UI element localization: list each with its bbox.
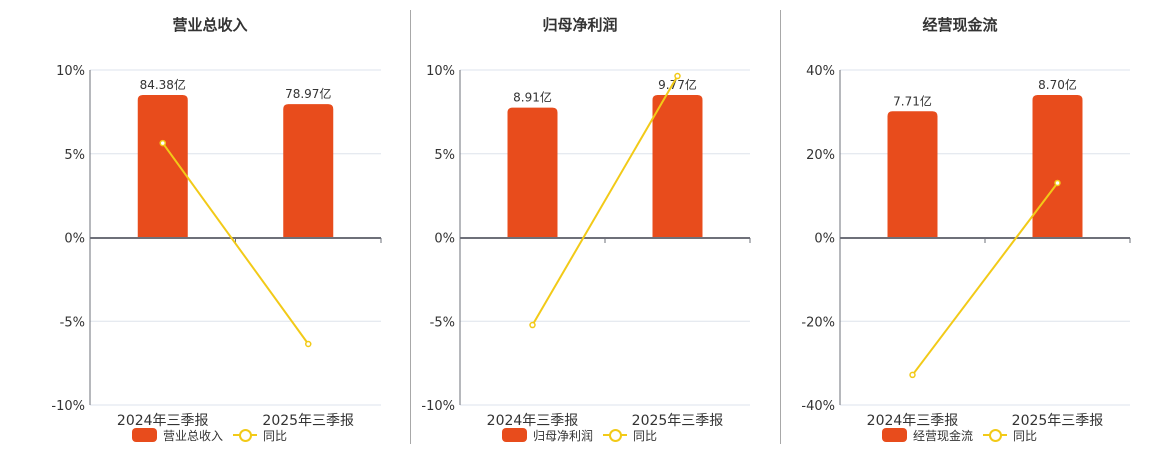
yoy-line (531, 75, 679, 326)
chart-title: 经营现金流 (922, 16, 998, 34)
panel-divider (780, 10, 781, 444)
bar-value-label: 7.71亿 (893, 93, 932, 108)
y-tick-label: 20% (806, 148, 835, 163)
yoy-line (161, 142, 310, 345)
yoy-point[interactable] (305, 340, 312, 348)
legend-bar-label[interactable]: 归母净利润 (533, 428, 594, 443)
y-tick-label: 10% (56, 64, 85, 79)
legend-line-marker-icon[interactable] (233, 428, 258, 442)
bar[interactable] (652, 95, 703, 238)
y-tick-label: -10% (421, 399, 455, 414)
legend-line-marker-icon[interactable] (983, 428, 1008, 442)
y-tick-label: 40% (806, 64, 835, 79)
bar[interactable] (887, 111, 938, 238)
bar-value-label: 8.91亿 (513, 90, 552, 105)
legend-bar-label[interactable]: 经营现金流 (913, 428, 974, 443)
legend-line-label[interactable]: 同比 (1013, 428, 1038, 443)
legend-bar-swatch-icon[interactable] (132, 428, 157, 442)
y-tick-label: 0% (814, 232, 835, 247)
legend: 归母净利润 同比 (502, 427, 657, 443)
legend-bar-label[interactable]: 营业总收入 (163, 428, 224, 443)
bar-value-label: 84.38亿 (140, 77, 186, 92)
y-tick-label: -20% (801, 315, 835, 330)
legend-bar-swatch-icon[interactable] (882, 428, 907, 442)
bar[interactable] (137, 95, 188, 238)
legend-line-label[interactable]: 同比 (633, 428, 658, 443)
yoy-point[interactable] (674, 72, 681, 80)
legend-line-marker-icon[interactable] (603, 428, 628, 442)
legend-bar-swatch-icon[interactable] (502, 428, 527, 442)
yoy-point[interactable] (529, 321, 536, 329)
bar-value-label: 8.70亿 (1038, 77, 1077, 92)
y-tick-label: 0% (434, 232, 455, 247)
yoy-point[interactable] (1054, 179, 1061, 187)
y-tick-label: 0% (64, 232, 85, 247)
legend: 营业总收入 同比 (132, 427, 287, 443)
yoy-point[interactable] (909, 371, 916, 379)
yoy-point[interactable] (159, 139, 166, 147)
y-tick-label: 10% (426, 64, 455, 79)
y-tick-label: 5% (434, 148, 455, 163)
panel-divider (410, 10, 411, 444)
y-tick-label: -5% (430, 315, 455, 330)
yoy-line (911, 182, 1059, 376)
y-tick-label: -5% (60, 315, 85, 330)
legend-line-label[interactable]: 同比 (263, 428, 288, 443)
bar[interactable] (507, 107, 558, 238)
y-tick-label: -10% (51, 399, 85, 414)
chart-title: 营业总收入 (172, 16, 248, 34)
legend: 经营现金流 同比 (882, 427, 1037, 443)
bar[interactable] (1032, 95, 1083, 238)
bar[interactable] (283, 104, 334, 239)
bar-value-label: 78.97亿 (285, 86, 331, 101)
bar-value-label: 9.77亿 (658, 77, 697, 92)
y-tick-label: 5% (64, 148, 85, 163)
y-tick-label: -40% (801, 399, 835, 414)
chart-title: 归母净利润 (542, 16, 618, 34)
